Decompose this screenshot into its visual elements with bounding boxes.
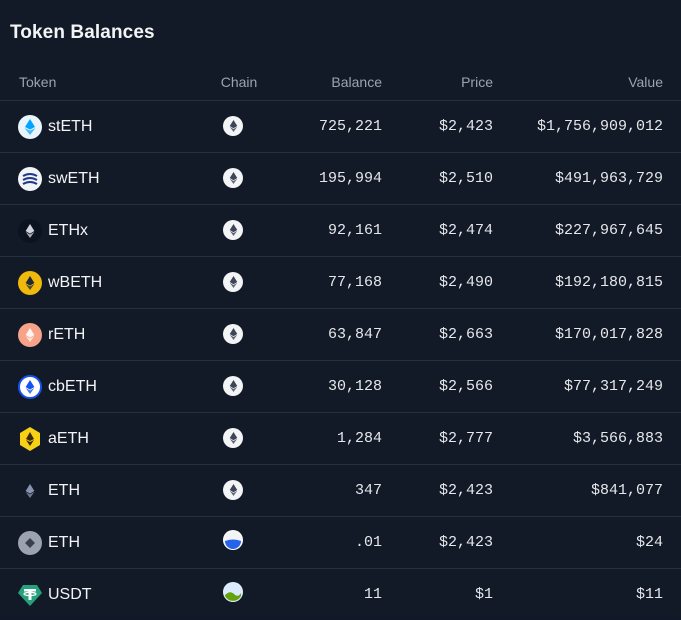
chain-cell: [189, 257, 289, 309]
table-row[interactable]: stETH 725,221 $2,423 $1,756,909,012: [0, 101, 681, 153]
aeth-icon: [18, 427, 48, 451]
cbeth-icon: [18, 375, 48, 399]
price-cell: $2,474: [392, 205, 503, 257]
chain-cell: [189, 309, 289, 361]
value-cell: $227,967,645: [503, 205, 681, 257]
ethereum-chain-icon: [223, 168, 243, 188]
value-cell: $11: [503, 569, 681, 620]
token-cell[interactable]: stETH: [0, 101, 189, 153]
token-symbol[interactable]: stETH: [48, 118, 92, 136]
header-balance[interactable]: Balance: [289, 64, 392, 101]
token-symbol[interactable]: ETH: [48, 482, 80, 500]
table-row[interactable]: aETH 1,284 $2,777 $3,566,883: [0, 413, 681, 465]
token-symbol[interactable]: ETHx: [48, 222, 88, 240]
header-chain[interactable]: Chain: [189, 64, 289, 101]
token-cell[interactable]: ETHx: [0, 205, 189, 257]
balance-cell: 11: [289, 569, 392, 620]
chain-cell: [189, 465, 289, 517]
price-cell: $2,423: [392, 101, 503, 153]
balance-cell: 77,168: [289, 257, 392, 309]
price-cell: $2,777: [392, 413, 503, 465]
price-cell: $2,490: [392, 257, 503, 309]
chain-cell: [189, 101, 289, 153]
value-cell: $491,963,729: [503, 153, 681, 205]
usdt-icon: [18, 583, 48, 607]
landscape-chain-icon: [223, 582, 243, 602]
balance-cell: 725,221: [289, 101, 392, 153]
token-symbol[interactable]: USDT: [48, 586, 92, 604]
chain-cell: [189, 517, 289, 569]
header-price[interactable]: Price: [392, 64, 503, 101]
balance-cell: 30,128: [289, 361, 392, 413]
header-value[interactable]: Value: [503, 64, 681, 101]
token-symbol[interactable]: cbETH: [48, 378, 97, 396]
token-cell[interactable]: ETH: [0, 517, 189, 569]
price-cell: $1: [392, 569, 503, 620]
header-token[interactable]: Token: [0, 64, 189, 101]
token-cell[interactable]: wBETH: [0, 257, 189, 309]
balance-cell: 92,161: [289, 205, 392, 257]
balance-cell: 195,994: [289, 153, 392, 205]
panel-title: Token Balances: [10, 22, 155, 44]
chain-cell: [189, 205, 289, 257]
sweth-icon: [18, 167, 48, 191]
l2-chain-icon: [223, 530, 243, 550]
ethx-icon: [18, 219, 48, 243]
table-row[interactable]: ETH 347 $2,423 $841,077: [0, 465, 681, 517]
token-cell[interactable]: USDT: [0, 569, 189, 620]
value-cell: $24: [503, 517, 681, 569]
ethereum-chain-icon: [223, 272, 243, 292]
value-cell: $170,017,828: [503, 309, 681, 361]
token-symbol[interactable]: rETH: [48, 326, 85, 344]
balance-cell: 1,284: [289, 413, 392, 465]
table-row[interactable]: cbETH 30,128 $2,566 $77,317,249: [0, 361, 681, 413]
price-cell: $2,510: [392, 153, 503, 205]
chain-cell: [189, 413, 289, 465]
balance-cell: .01: [289, 517, 392, 569]
token-symbol[interactable]: ETH: [48, 534, 80, 552]
chain-cell: [189, 361, 289, 413]
ethereum-chain-icon: [223, 116, 243, 136]
price-cell: $2,663: [392, 309, 503, 361]
price-cell: $2,423: [392, 465, 503, 517]
token-cell[interactable]: cbETH: [0, 361, 189, 413]
eth-gray-icon: [18, 531, 48, 555]
token-symbol[interactable]: wBETH: [48, 274, 102, 292]
value-cell: $841,077: [503, 465, 681, 517]
table-header-row: Token Chain Balance Price Value: [0, 64, 681, 101]
balance-cell: 347: [289, 465, 392, 517]
ethereum-chain-icon: [223, 324, 243, 344]
token-cell[interactable]: aETH: [0, 413, 189, 465]
value-cell: $1,756,909,012: [503, 101, 681, 153]
value-cell: $77,317,249: [503, 361, 681, 413]
ethereum-chain-icon: [223, 428, 243, 448]
table-row[interactable]: USDT 11 $1 $11: [0, 569, 681, 620]
chain-cell: [189, 569, 289, 620]
price-cell: $2,423: [392, 517, 503, 569]
balance-cell: 63,847: [289, 309, 392, 361]
table-row[interactable]: ETH .01 $2,423 $24: [0, 517, 681, 569]
steth-icon: [18, 115, 48, 139]
ethereum-chain-icon: [223, 376, 243, 396]
ethereum-chain-icon: [223, 220, 243, 240]
token-cell[interactable]: ETH: [0, 465, 189, 517]
ethereum-chain-icon: [223, 480, 243, 500]
token-balances-table: Token Chain Balance Price Value stETH 72…: [0, 64, 681, 620]
table-row[interactable]: ETHx 92,161 $2,474 $227,967,645: [0, 205, 681, 257]
table-row[interactable]: wBETH 77,168 $2,490 $192,180,815: [0, 257, 681, 309]
value-cell: $192,180,815: [503, 257, 681, 309]
table-row[interactable]: rETH 63,847 $2,663 $170,017,828: [0, 309, 681, 361]
token-cell[interactable]: swETH: [0, 153, 189, 205]
price-cell: $2,566: [392, 361, 503, 413]
reth-icon: [18, 323, 48, 347]
wbeth-icon: [18, 271, 48, 295]
token-symbol[interactable]: swETH: [48, 170, 100, 188]
table-row[interactable]: swETH 195,994 $2,510 $491,963,729: [0, 153, 681, 205]
token-symbol[interactable]: aETH: [48, 430, 89, 448]
value-cell: $3,566,883: [503, 413, 681, 465]
token-cell[interactable]: rETH: [0, 309, 189, 361]
eth-icon: [18, 479, 48, 503]
chain-cell: [189, 153, 289, 205]
